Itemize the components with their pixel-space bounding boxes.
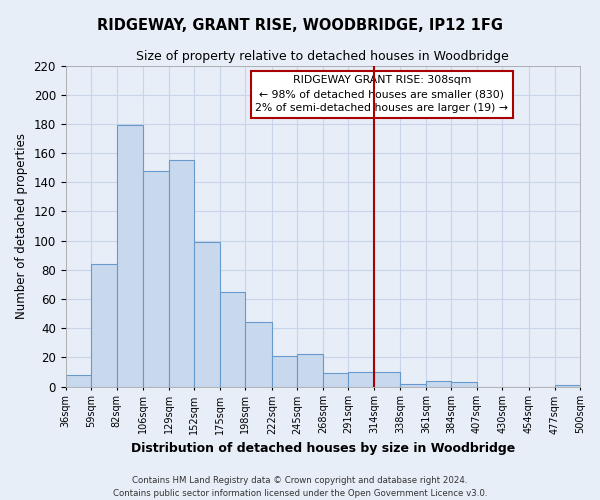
Bar	[426, 380, 451, 386]
Bar	[65, 375, 91, 386]
Text: RIDGEWAY GRANT RISE: 308sqm
← 98% of detached houses are smaller (830)
2% of sem: RIDGEWAY GRANT RISE: 308sqm ← 98% of det…	[256, 75, 508, 113]
Bar	[194, 242, 220, 386]
Y-axis label: Number of detached properties: Number of detached properties	[15, 133, 28, 319]
X-axis label: Distribution of detached houses by size in Woodbridge: Distribution of detached houses by size …	[131, 442, 515, 455]
Bar	[554, 385, 580, 386]
Bar	[245, 322, 272, 386]
Bar	[220, 292, 245, 386]
Bar	[143, 170, 169, 386]
Bar	[91, 264, 116, 386]
Bar	[116, 126, 143, 386]
Bar	[323, 374, 349, 386]
Text: Contains HM Land Registry data © Crown copyright and database right 2024.
Contai: Contains HM Land Registry data © Crown c…	[113, 476, 487, 498]
Text: RIDGEWAY, GRANT RISE, WOODBRIDGE, IP12 1FG: RIDGEWAY, GRANT RISE, WOODBRIDGE, IP12 1…	[97, 18, 503, 32]
Bar	[451, 382, 477, 386]
Bar	[349, 372, 374, 386]
Bar	[374, 372, 400, 386]
Title: Size of property relative to detached houses in Woodbridge: Size of property relative to detached ho…	[136, 50, 509, 63]
Bar	[298, 354, 323, 386]
Bar	[272, 356, 298, 386]
Bar	[400, 384, 426, 386]
Bar	[169, 160, 194, 386]
